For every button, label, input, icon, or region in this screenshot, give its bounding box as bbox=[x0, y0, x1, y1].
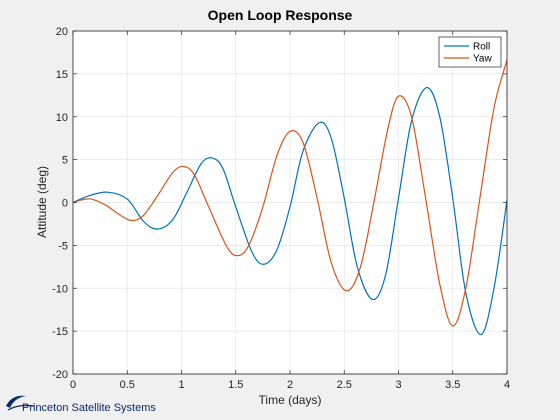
y-tick-label: -5 bbox=[58, 240, 68, 252]
watermark-text: Princeton Satellite Systems bbox=[22, 402, 156, 414]
y-tick-label: 5 bbox=[62, 155, 68, 167]
chart-title: Open Loop Response bbox=[208, 7, 353, 23]
y-tick-label: 15 bbox=[56, 69, 68, 81]
y-tick-label: -20 bbox=[52, 369, 68, 381]
x-tick-label: 3.5 bbox=[445, 379, 460, 391]
y-tick-label: -10 bbox=[52, 283, 68, 295]
x-tick-label: 0.5 bbox=[120, 379, 135, 391]
x-tick-label: 1 bbox=[178, 379, 184, 391]
y-tick-label: -15 bbox=[52, 326, 68, 338]
watermark: Princeton Satellite Systems bbox=[4, 392, 204, 416]
x-tick-label: 0 bbox=[70, 379, 76, 391]
x-tick-label: 2 bbox=[287, 379, 293, 391]
x-axis-label: Time (days) bbox=[259, 393, 322, 407]
y-tick-label: 0 bbox=[62, 198, 68, 210]
y-tick-label: 20 bbox=[56, 26, 68, 38]
x-tick-label: 3 bbox=[395, 379, 401, 391]
x-tick-label: 1.5 bbox=[228, 379, 243, 391]
legend-label-yaw: Yaw bbox=[473, 54, 492, 65]
x-tick-label: 2.5 bbox=[337, 379, 352, 391]
x-tick-label: 4 bbox=[504, 379, 510, 391]
legend-label-roll: Roll bbox=[473, 42, 490, 53]
y-tick-label: 10 bbox=[56, 112, 68, 124]
y-axis-label: Attitude (deg) bbox=[35, 166, 49, 238]
